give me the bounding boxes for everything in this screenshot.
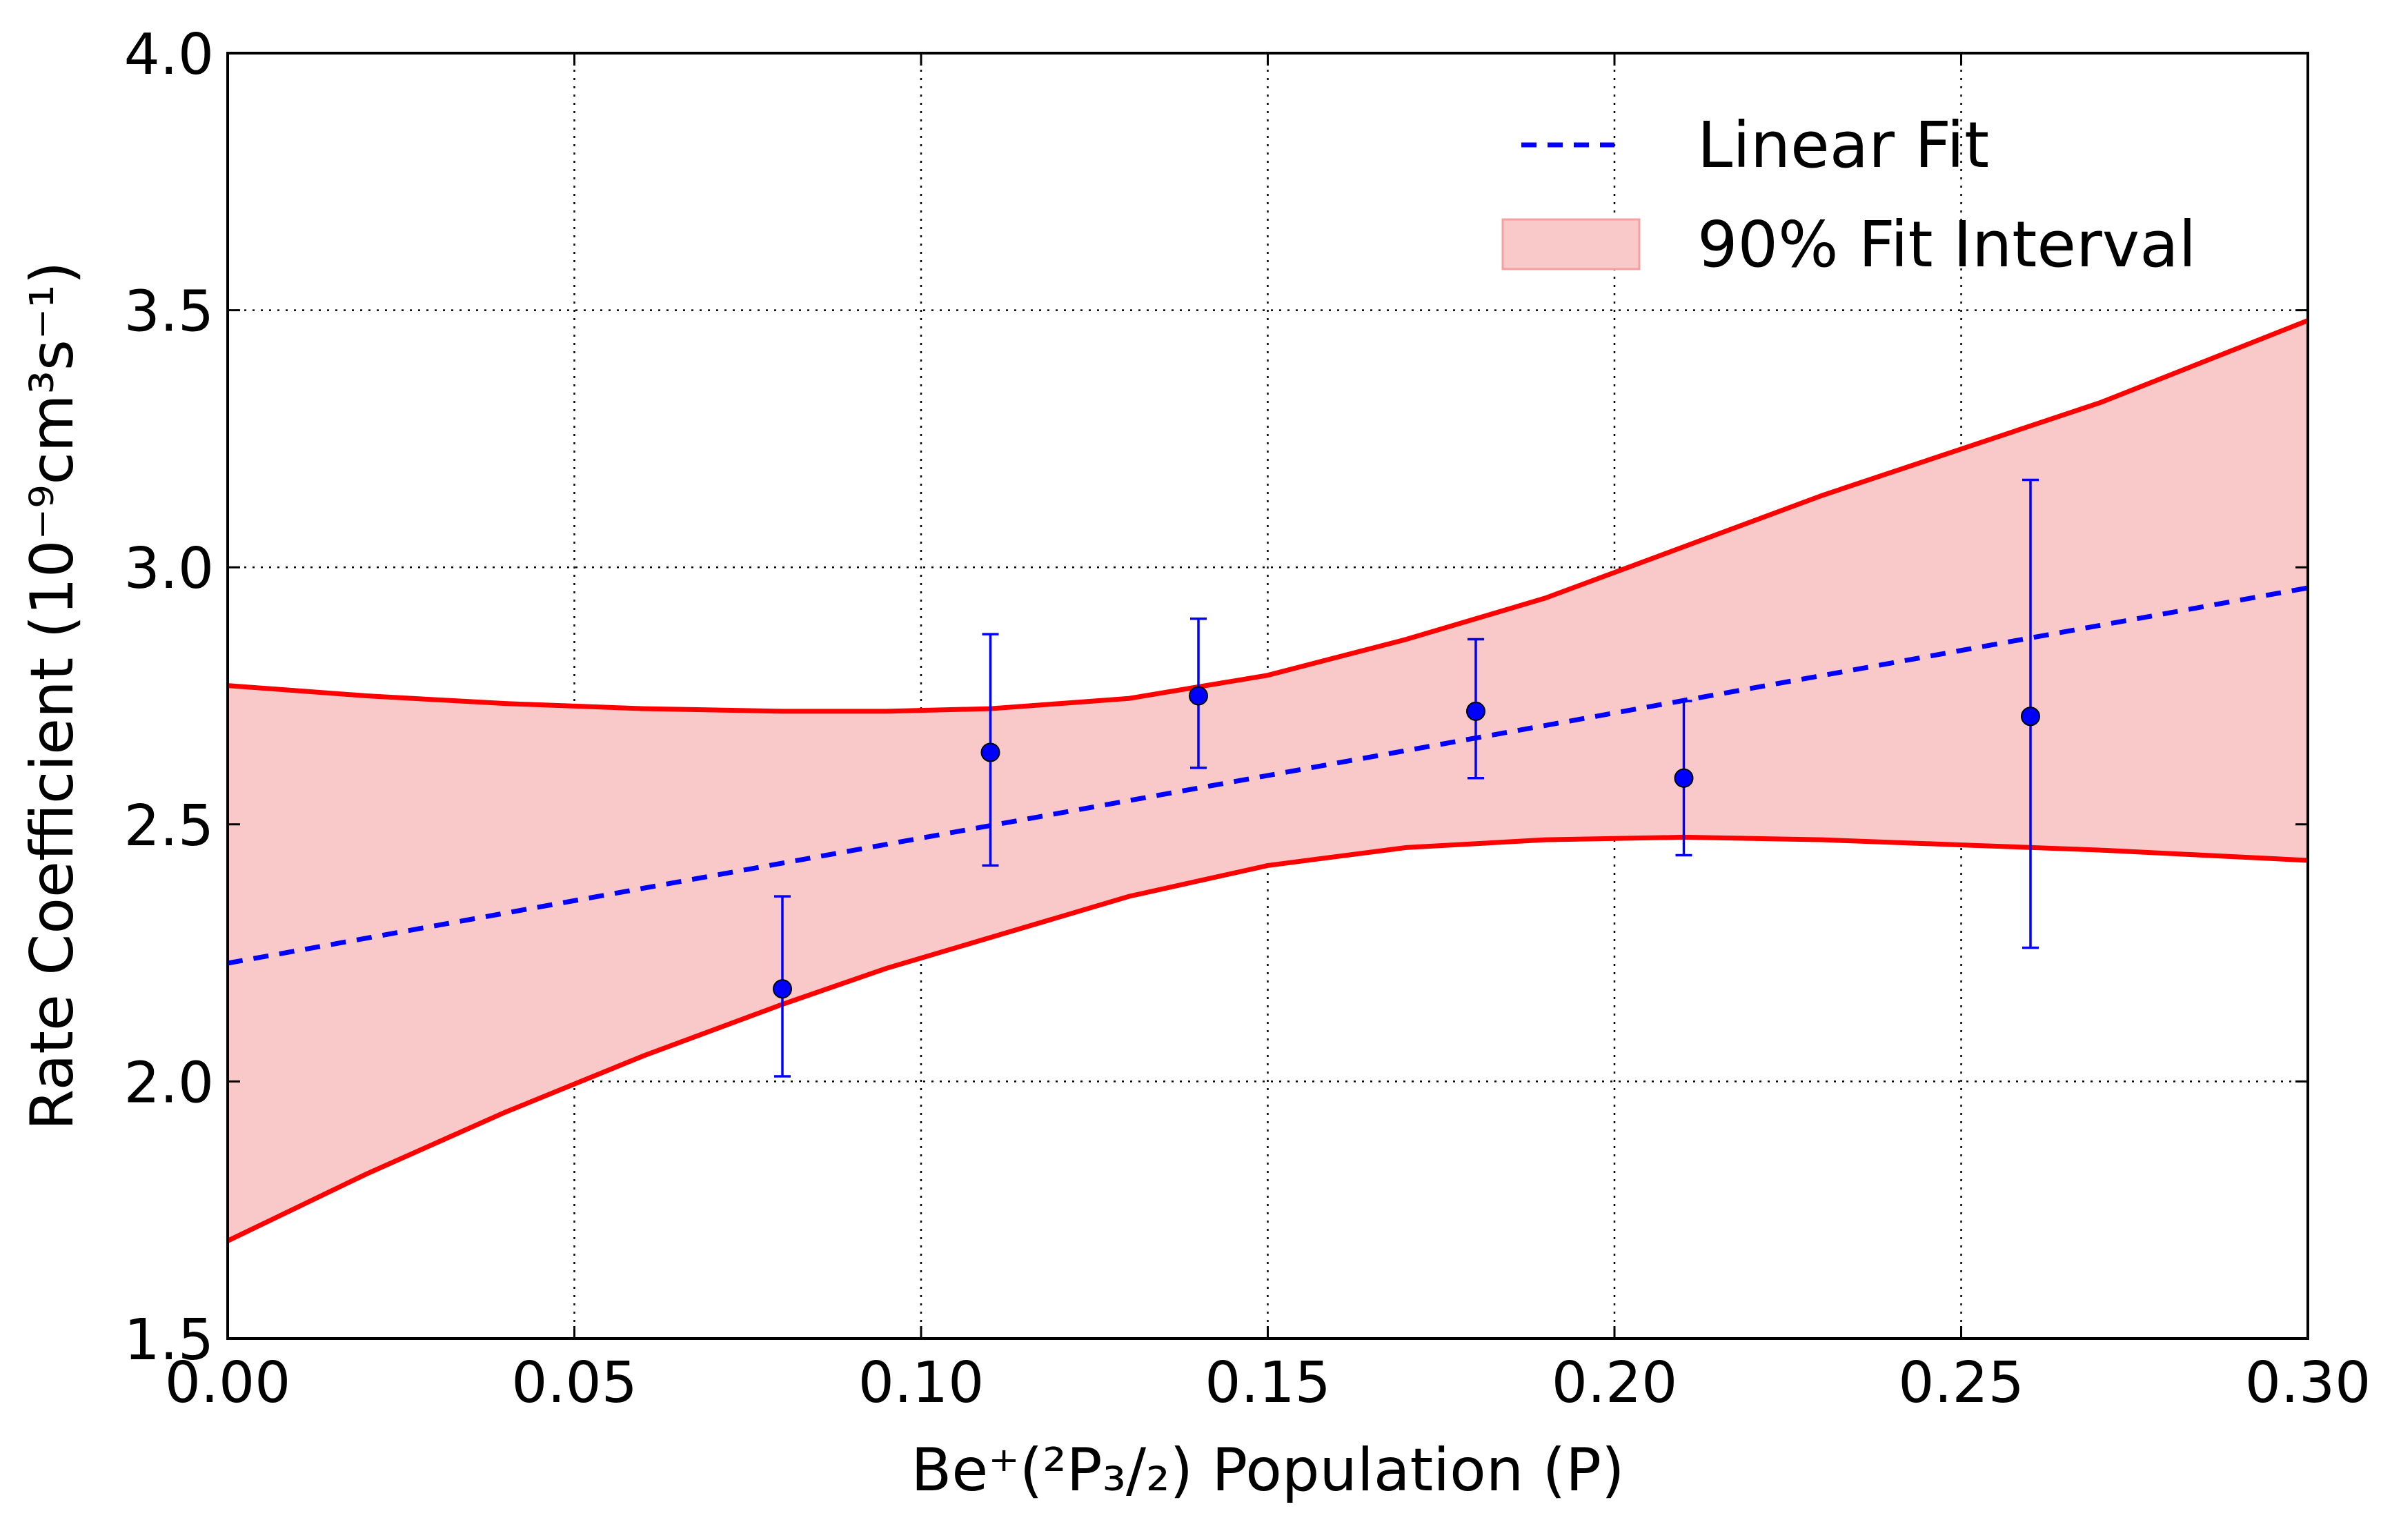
linear-fit-line	[227, 585, 2309, 966]
x-tick-label: 0.30	[2245, 1350, 2371, 1416]
legend-label-linear-fit: Linear Fit	[1697, 108, 1989, 182]
x-tick-label: 0.25	[1898, 1350, 2024, 1416]
data-points-layer	[773, 478, 2040, 1078]
data-point	[2021, 707, 2040, 727]
x-tick-label: 0.00	[165, 1350, 291, 1416]
x-tick-label: 0.05	[511, 1350, 638, 1416]
y-tick-label: 2.0	[124, 1050, 214, 1116]
y-tick-label: 1.5	[124, 1307, 214, 1373]
y-tick-label: 3.0	[124, 536, 214, 602]
y-tick-label: 2.5	[124, 793, 214, 859]
y-axis-label: Rate Coefficient (10⁻⁹cm³s⁻¹)	[18, 261, 87, 1131]
data-point	[1466, 701, 1485, 721]
y-tick-label: 4.0	[124, 22, 214, 88]
data-point	[1674, 768, 1694, 788]
x-axis-label: Be⁺(²P₃/₂) Population (P)	[911, 1436, 1624, 1505]
data-point	[1189, 686, 1208, 706]
x-tick-label: 0.20	[1552, 1350, 1678, 1416]
legend-interval-swatch	[1501, 218, 1641, 270]
fit-interval-fill	[228, 320, 2308, 1241]
data-point	[773, 979, 792, 999]
linear-fit-layer	[227, 585, 2309, 966]
fit-interval-lower-line	[226, 834, 2309, 1243]
data-point	[980, 742, 1000, 762]
axis-ticks: 0.00 0.05 0.10 0.15 0.20 0.25 0.30 1.5 2.0 2.5 3.0…	[124, 22, 2371, 1416]
y-tick-label: 3.5	[124, 279, 214, 345]
x-tick-label: 0.10	[858, 1350, 985, 1416]
x-tick-label: 0.15	[1205, 1350, 1331, 1416]
legend: Linear Fit 90% Fit Interval	[1501, 108, 2196, 282]
legend-label-fit-interval: 90% Fit Interval	[1697, 208, 2196, 282]
